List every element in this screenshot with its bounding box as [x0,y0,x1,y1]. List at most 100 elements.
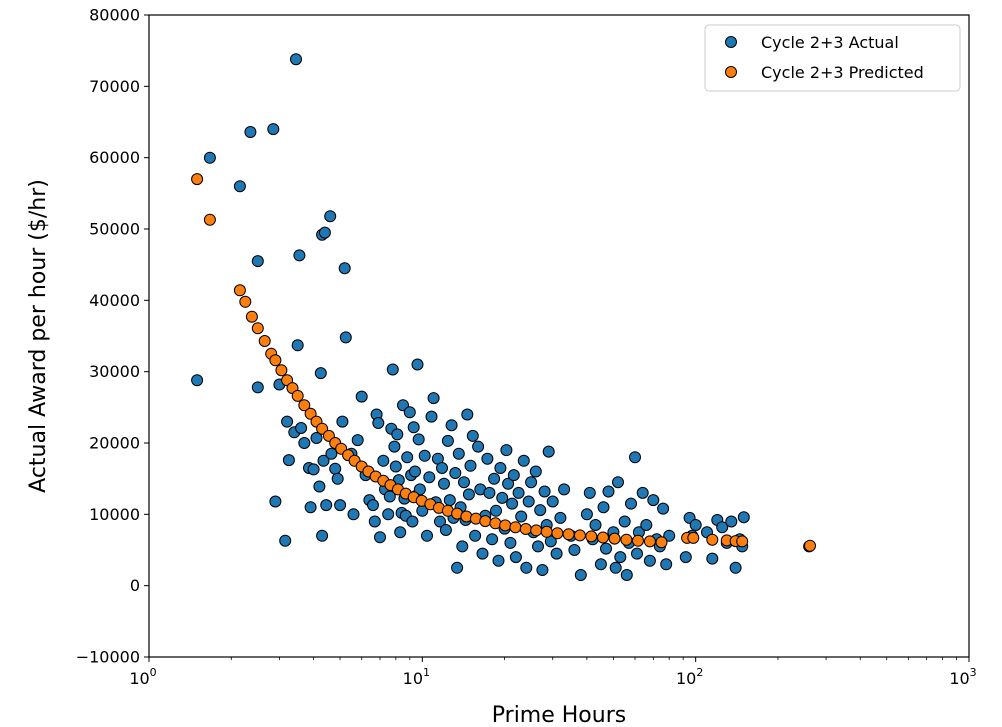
actual-point-101 [472,440,485,453]
series-actual-points [191,53,816,581]
y-tick-label: 70000 [89,77,140,96]
actual-point-22 [313,480,326,493]
actual-point-136 [550,547,563,560]
y-tick-label: 80000 [89,6,140,25]
actual-point-0 [191,374,204,387]
actual-point-128 [532,540,544,553]
legend-label-actual: Cycle 2+3 Actual [761,33,899,52]
predicted-point-3 [239,295,252,308]
actual-point-119 [509,551,522,564]
actual-point-106 [483,486,496,499]
predicted-point-45 [562,528,575,541]
x-axis-label: Prime Hours [492,703,626,727]
actual-point-63 [401,451,414,464]
x-tick-label: 100 [129,666,156,688]
actual-point-74 [418,449,431,462]
actual-point-112 [496,491,509,504]
actual-point-173 [689,519,702,531]
legend-marker-actual [725,36,737,48]
predicted-point-55 [687,531,700,544]
y-tick-label: 40000 [89,291,140,310]
actual-point-47 [374,531,386,544]
actual-point-70 [411,358,424,371]
y-tick-label: −10000 [76,648,140,667]
actual-point-55 [389,460,402,473]
actual-point-153 [614,551,627,564]
actual-point-107 [486,533,499,546]
actual-point-152 [612,476,624,489]
actual-point-93 [456,540,469,553]
actual-point-140 [568,544,581,556]
actual-point-154 [618,515,631,528]
predicted-point-0 [191,173,204,186]
actual-point-97 [462,488,475,501]
predicted-point-5 [251,322,264,335]
actual-point-137 [554,511,567,524]
actual-point-111 [494,462,507,474]
actual-point-46 [372,417,385,429]
actual-point-85 [441,434,454,447]
actual-point-30 [325,447,338,460]
x-tick-label: 101 [403,666,430,688]
actual-point-162 [640,519,653,531]
actual-point-127 [529,465,542,478]
actual-point-89 [449,467,462,479]
actual-point-6 [267,123,280,136]
actual-point-35 [338,262,351,275]
actual-point-43 [367,499,379,512]
actual-point-4 [251,255,264,268]
legend-box [704,24,961,92]
actual-point-29 [324,210,337,223]
actual-point-54 [388,440,401,453]
actual-point-141 [574,569,587,581]
actual-point-169 [663,529,676,542]
legend-label-predicted: Cycle 2+3 Predicted [761,63,924,82]
actual-point-142 [580,508,593,521]
actual-point-122 [517,454,530,467]
actual-point-56 [391,428,404,441]
y-tick-label: 10000 [89,505,140,524]
actual-point-155 [620,569,633,581]
actual-point-98 [464,459,477,472]
predicted-point-51 [632,534,644,547]
actual-point-138 [558,483,571,496]
actual-point-157 [625,497,637,510]
y-axis-label: Actual Award per hour ($/hr) [26,179,51,493]
actual-point-145 [589,519,602,531]
actual-point-38 [347,508,360,521]
predicted-point-38 [489,517,502,530]
actual-point-115 [502,477,515,490]
predicted-point-48 [597,531,609,544]
actual-point-2 [233,180,246,193]
y-tick-label: 0 [130,576,140,595]
predicted-point-49 [608,532,621,545]
plot-frame [148,14,970,658]
predicted-point-41 [519,523,532,535]
actual-point-44 [368,515,381,528]
actual-point-58 [394,526,407,539]
x-tick-label: 102 [676,666,703,688]
series-predicted-points [191,173,816,552]
actual-point-53 [386,363,399,376]
actual-point-87 [445,419,458,432]
predicted-point-6 [258,335,271,347]
actual-point-17 [298,437,311,449]
actual-point-21 [310,432,323,444]
predicted-point-56 [706,533,719,546]
actual-point-10 [281,415,294,428]
actual-point-117 [506,497,519,510]
actual-point-36 [339,331,352,344]
actual-point-50 [382,508,395,521]
actual-point-96 [461,408,474,421]
actual-point-67 [407,421,420,434]
y-axis: −10000 0 10000 20000 30000 40000 50000 60000 700… [76,6,149,667]
actual-point-81 [434,515,446,528]
actual-point-109 [490,504,502,517]
x-axis: 100 101 102 103 [129,657,977,688]
actual-point-31 [329,462,342,475]
actual-point-39 [351,434,364,447]
legend: Cycle 2+3 Actual Cycle 2+3 Predicted [704,24,961,92]
actual-point-71 [412,433,425,446]
actual-point-148 [600,542,612,555]
actual-point-146 [594,558,607,571]
